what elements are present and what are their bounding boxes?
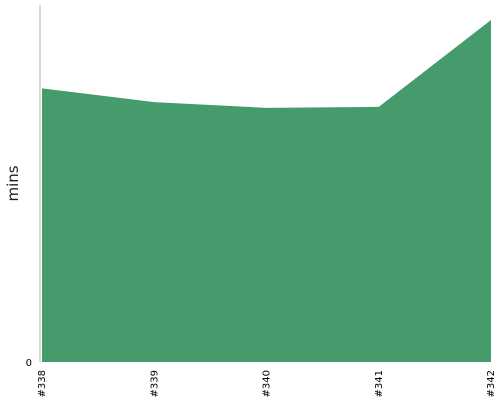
y-tick-label: 0 — [26, 358, 32, 369]
x-tick-label: #342 — [486, 370, 497, 397]
x-tick-layer: #338 #339 #340 #341 #342 — [37, 370, 497, 397]
x-tick-label: #341 — [374, 370, 385, 397]
area-series-0 — [42, 20, 491, 362]
y-axis-title: mins — [4, 165, 22, 201]
y-tick-layer: 0 — [26, 358, 32, 369]
x-tick-label: #339 — [149, 370, 160, 397]
area-layer — [42, 20, 491, 362]
x-tick-label: #340 — [262, 370, 273, 397]
x-tick-label: #338 — [37, 370, 48, 397]
